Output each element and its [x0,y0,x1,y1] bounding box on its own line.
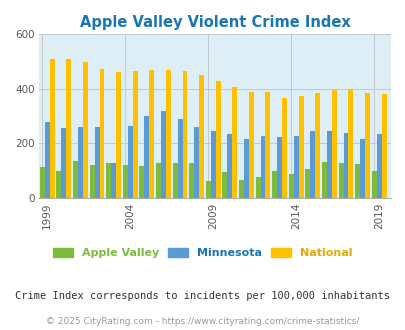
Bar [40,167,45,198]
Bar [381,94,386,198]
Bar [309,131,315,198]
Bar [371,171,376,198]
Bar [149,70,154,198]
Bar [338,163,343,198]
Bar [189,163,194,198]
Bar [166,70,171,198]
Bar [347,89,353,198]
Bar [281,98,286,198]
Bar [83,62,87,198]
Bar [172,163,177,198]
Bar [139,166,144,198]
Bar [78,127,83,198]
Bar [331,90,336,198]
Bar [132,71,137,198]
Bar [255,177,260,198]
Bar [227,134,232,198]
Bar [215,81,220,198]
Bar [106,163,111,198]
Bar [315,93,320,198]
Bar [94,127,99,198]
Bar [111,163,116,198]
Bar [182,71,187,198]
Legend: Apple Valley, Minnesota, National: Apple Valley, Minnesota, National [53,248,352,258]
Bar [177,118,182,198]
Bar [122,165,128,198]
Bar [160,111,166,198]
Bar [376,134,381,198]
Bar [260,136,265,198]
Bar [144,116,149,198]
Bar [210,131,215,198]
Bar [359,139,364,198]
Bar [293,136,298,198]
Bar [243,139,248,198]
Bar [66,58,71,198]
Bar [205,181,210,198]
Bar [45,122,49,198]
Text: Crime Index corresponds to incidents per 100,000 inhabitants: Crime Index corresponds to incidents per… [15,291,390,301]
Bar [343,133,347,198]
Bar [265,92,270,198]
Bar [277,137,281,198]
Bar [364,93,369,198]
Bar [198,75,204,198]
Bar [321,162,326,198]
Bar [99,69,104,198]
Bar [116,72,121,198]
Bar [305,169,309,198]
Bar [248,92,253,198]
Title: Apple Valley Violent Crime Index: Apple Valley Violent Crime Index [80,15,350,30]
Bar [90,165,94,198]
Text: © 2025 CityRating.com - https://www.cityrating.com/crime-statistics/: © 2025 CityRating.com - https://www.city… [46,317,359,326]
Bar [56,171,61,198]
Bar [239,180,243,198]
Bar [288,174,293,198]
Bar [271,171,277,198]
Bar [232,87,237,198]
Bar [49,58,55,198]
Bar [61,128,66,198]
Bar [194,127,198,198]
Bar [326,131,331,198]
Bar [354,164,359,198]
Bar [222,173,227,198]
Bar [156,163,160,198]
Bar [73,161,78,198]
Bar [298,96,303,198]
Bar [128,126,132,198]
